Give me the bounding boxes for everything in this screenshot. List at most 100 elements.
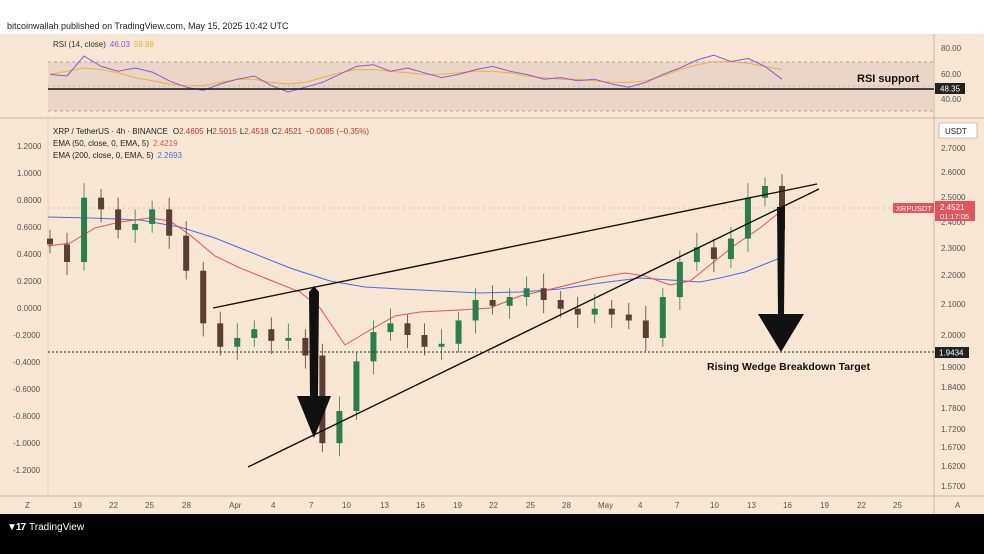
candle-body xyxy=(506,297,513,306)
candle-body xyxy=(557,299,564,309)
symbol-name: XRP / TetherUS · 4h · BINANCE xyxy=(53,127,168,136)
attribution-bar: bitcoinwallah published on TradingView.c… xyxy=(0,0,984,34)
candle-body xyxy=(302,337,309,356)
ema50-legend-name: EMA (50, close, 0, EMA, 5) xyxy=(53,139,149,148)
rsi-support-tag-label: 48.35 xyxy=(940,85,961,94)
candle-body xyxy=(217,323,224,347)
target-price-tag xyxy=(935,347,969,358)
price-axis-left: 1.2000 1.0000 0.8000 0.6000 0.4000 0.200… xyxy=(13,142,42,475)
candle-body xyxy=(608,308,615,315)
time-tick: May xyxy=(598,501,613,510)
candle-body xyxy=(455,320,462,344)
candle-body xyxy=(64,244,71,262)
time-tick: 22 xyxy=(109,501,118,510)
candle-body xyxy=(591,308,598,315)
rsi-support-tag xyxy=(935,83,965,94)
time-tick: 28 xyxy=(562,501,571,510)
rsi-ma-line xyxy=(49,61,783,87)
candle-body xyxy=(149,209,156,224)
ema200-value: 2.2693 xyxy=(157,151,182,160)
price-tick: 1.8400 xyxy=(941,383,966,392)
time-axis-right-corner: A xyxy=(955,501,961,510)
time-tick: 13 xyxy=(747,501,756,510)
time-tick: 22 xyxy=(857,501,866,510)
ticker-tag-label: XRPUSDT xyxy=(896,204,932,213)
time-tick: 25 xyxy=(893,501,902,510)
time-tick: 25 xyxy=(145,501,154,510)
ohlc-close-label: C xyxy=(272,127,278,136)
rsi-series-group xyxy=(49,54,783,93)
price-tick: 2.6000 xyxy=(941,168,966,177)
candle-body xyxy=(676,261,683,298)
candle-body xyxy=(693,247,700,262)
left-tick: -1.2000 xyxy=(13,466,41,475)
time-tick: 4 xyxy=(638,501,643,510)
time-tick: 16 xyxy=(416,501,425,510)
ohlc-open-label: O xyxy=(173,127,179,136)
rsi-panel: RSI support RSI (14, close) 46.03 59.88 80… xyxy=(48,40,965,112)
candle-body xyxy=(353,361,360,412)
breakdown-target-arrow xyxy=(758,207,804,352)
candle-body xyxy=(659,297,666,338)
tradingview-logo[interactable]: ▼17 TradingView xyxy=(7,522,84,533)
ohlc-high-label: H xyxy=(207,127,213,136)
currency-box[interactable] xyxy=(938,122,978,139)
candle-body xyxy=(523,288,530,298)
time-tick: Apr xyxy=(229,501,242,510)
ohlc-open: 2.4605 xyxy=(179,127,204,136)
candle-body xyxy=(81,197,88,262)
candlestick-series xyxy=(47,174,785,457)
last-price-tag xyxy=(935,201,975,221)
rsi-value: 46.03 xyxy=(110,40,131,49)
price-tick: 2.5000 xyxy=(941,193,966,202)
candle-body xyxy=(404,323,411,336)
candle-body xyxy=(727,238,734,260)
rsi-line xyxy=(49,54,783,93)
candle-body xyxy=(472,299,479,321)
price-tick: 2.7000 xyxy=(941,144,966,153)
left-tick: -0.6000 xyxy=(13,385,41,394)
candle-body xyxy=(115,209,122,230)
time-axis: Z A 19 22 25 28 Apr 4 7 10 13 16 19 22 2… xyxy=(25,501,961,510)
rsi-legend: RSI (14, close) 46.03 59.88 xyxy=(53,40,155,49)
candle-body xyxy=(234,337,241,347)
price-tick: 2.1000 xyxy=(941,300,966,309)
time-tick: 4 xyxy=(271,501,276,510)
candle-body xyxy=(47,238,53,245)
time-tick: 25 xyxy=(526,501,535,510)
symbol-legend: XRP / TetherUS · 4h · BINANCE O2.4605 H2.5… xyxy=(53,127,369,136)
price-tick: 2.2000 xyxy=(941,271,966,280)
wedge-height-arrow xyxy=(297,286,331,438)
price-tick: 2.3000 xyxy=(941,244,966,253)
time-tick: 16 xyxy=(783,501,792,510)
candle-body xyxy=(744,197,751,239)
candle-body xyxy=(166,209,173,236)
candle-body xyxy=(251,329,258,338)
time-tick: 19 xyxy=(453,501,462,510)
left-tick: 0.6000 xyxy=(17,223,42,232)
price-tick: 2.4000 xyxy=(941,218,966,227)
time-tick: 13 xyxy=(380,501,389,510)
time-tick: 22 xyxy=(489,501,498,510)
rsi-tick: 80.00 xyxy=(941,44,962,53)
ohlc-close: 2.4521 xyxy=(278,127,303,136)
price-tick: 2.0000 xyxy=(941,331,966,340)
candle-body xyxy=(183,235,190,271)
bar-countdown: 01:17:05 xyxy=(940,212,969,221)
rsi-axis: 80.00 60.00 40.00 xyxy=(941,44,962,104)
left-tick: 0.0000 xyxy=(17,304,42,313)
candle-body xyxy=(438,343,445,347)
rsi-band xyxy=(48,62,934,111)
candle-body xyxy=(370,332,377,362)
time-tick: 7 xyxy=(675,501,680,510)
ema200-legend: EMA (200, close, 0, EMA, 5) 2.2693 xyxy=(53,151,183,160)
time-tick: 10 xyxy=(710,501,719,510)
ema50-value: 2.4219 xyxy=(153,139,178,148)
candle-body xyxy=(268,329,275,341)
price-tick: 1.9000 xyxy=(941,363,966,372)
price-axis-right: 2.7000 2.6000 2.5000 2.3000 2.2000 2.100… xyxy=(941,144,966,491)
rsi-tick: 40.00 xyxy=(941,95,962,104)
candle-body xyxy=(574,308,581,315)
chart-svg[interactable]: RSI support RSI (14, close) 46.03 59.88 80… xyxy=(0,34,984,514)
tradingview-logo-icon: ▼17 xyxy=(7,522,26,533)
